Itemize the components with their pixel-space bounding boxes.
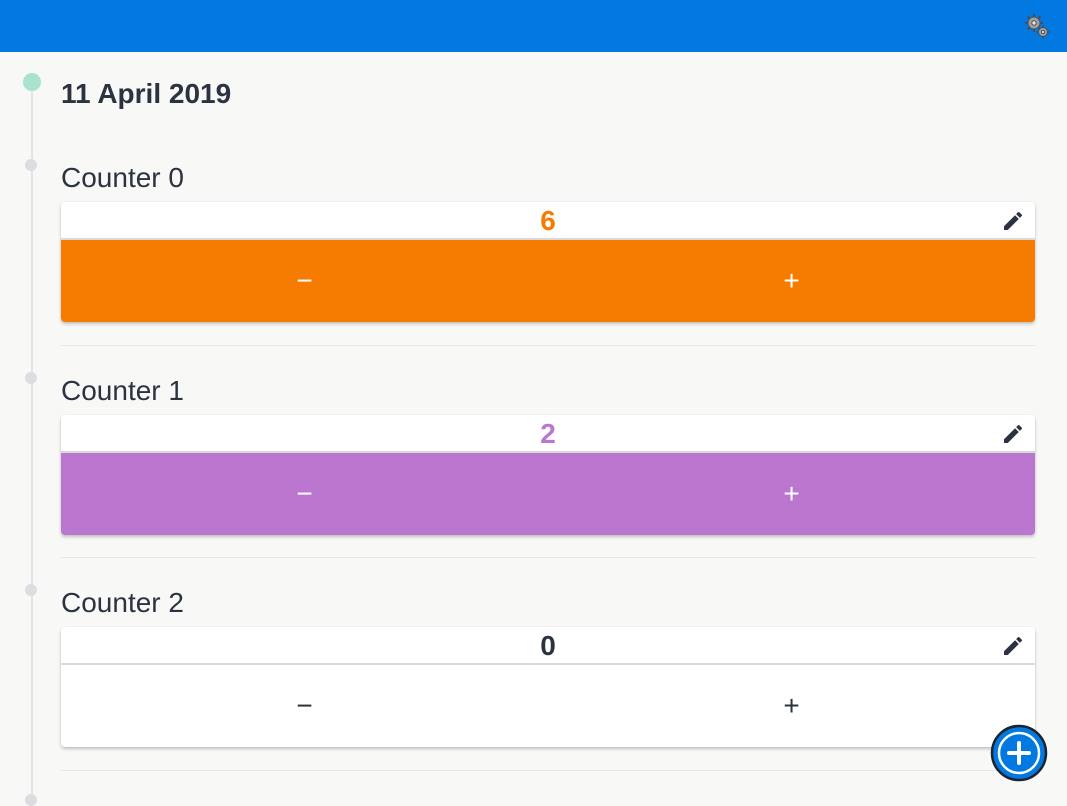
pencil-icon <box>1004 636 1023 655</box>
edit-counter-button[interactable] <box>1001 422 1025 446</box>
decrement-button[interactable]: − <box>61 453 548 535</box>
timeline-date: 11 April 2019 <box>61 78 232 109</box>
counter-value: 0 <box>540 630 556 661</box>
settings-button[interactable] <box>1023 12 1051 40</box>
counter-title: Counter 1 <box>61 375 184 406</box>
timeline-marker <box>25 159 37 171</box>
counter-card: 0 − + <box>61 627 1035 747</box>
divider <box>61 770 1035 771</box>
counter-header: 0 <box>61 627 1035 665</box>
add-counter-button[interactable] <box>990 724 1048 782</box>
timeline-marker <box>25 372 37 384</box>
counter-card: 2 − + <box>61 415 1035 535</box>
edit-counter-button[interactable] <box>1001 634 1025 658</box>
timeline-marker <box>25 584 37 596</box>
pencil-icon <box>1004 211 1023 230</box>
increment-button[interactable]: + <box>548 240 1035 322</box>
divider <box>61 557 1035 558</box>
timeline-marker <box>25 794 37 806</box>
gear-icon <box>1025 14 1050 39</box>
counter-controls: − + <box>61 665 1035 747</box>
counter-title: Counter 0 <box>61 162 184 193</box>
timeline-line <box>31 82 33 800</box>
decrement-button[interactable]: − <box>61 665 548 747</box>
counter-value: 2 <box>540 418 556 449</box>
counter-title: Counter 2 <box>61 587 184 618</box>
counter-controls: − + <box>61 453 1035 535</box>
edit-counter-button[interactable] <box>1001 209 1025 233</box>
timeline-date-marker <box>23 73 41 91</box>
decrement-button[interactable]: − <box>61 240 548 322</box>
top-app-bar <box>0 0 1067 52</box>
counter-header: 6 <box>61 202 1035 240</box>
increment-button[interactable]: + <box>548 665 1035 747</box>
divider <box>61 345 1035 346</box>
add-circle-icon <box>990 724 1048 782</box>
pencil-icon <box>1004 424 1023 443</box>
counter-value: 6 <box>540 205 556 236</box>
counter-controls: − + <box>61 240 1035 322</box>
counter-header: 2 <box>61 415 1035 453</box>
increment-button[interactable]: + <box>548 453 1035 535</box>
counter-card: 6 − + <box>61 202 1035 322</box>
